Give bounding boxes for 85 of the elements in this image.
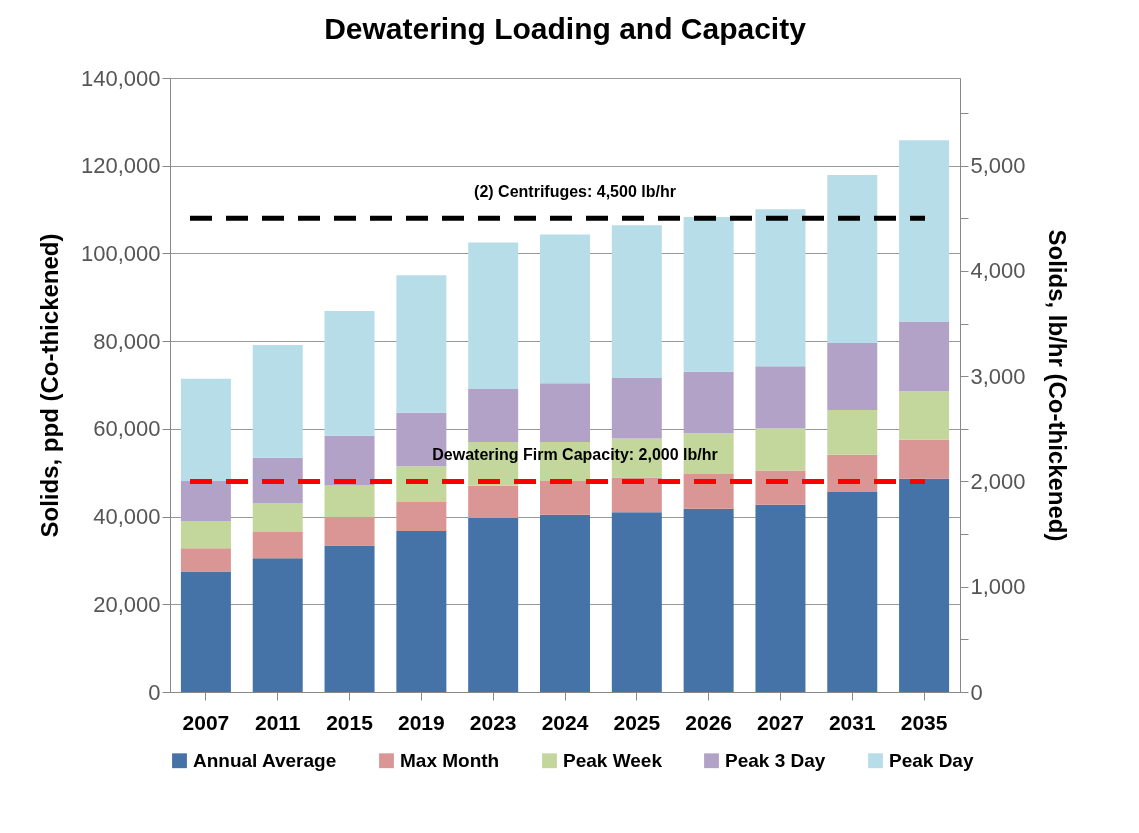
legend-label: Peak Week [563,749,663,771]
bar [899,140,950,322]
bar [180,520,231,549]
bar [468,485,519,518]
x-tick-label: 2026 [685,710,732,734]
bar [755,209,806,367]
y2-tick-label: 0 [970,679,983,705]
bar [899,321,950,392]
bar [540,514,590,692]
x-tick-label: 2015 [326,710,374,734]
bar [324,517,375,546]
bar [827,410,878,455]
bar [827,454,878,493]
bar [252,502,303,532]
x-tick-label: 2031 [828,710,876,734]
y-tick-label: 100,000 [80,240,161,266]
x-tick-label: 2023 [469,710,517,734]
x-tick-label: 2025 [613,710,661,734]
x-tick-label: 2027 [757,710,804,734]
x-tick-label: 2019 [398,710,445,734]
bar [252,345,303,458]
bar [324,435,375,485]
bar [899,439,950,479]
y2-axis-title: Solids, lb/hr (Co-thickened) [1043,229,1071,542]
bar [827,174,878,343]
bar [899,391,950,440]
y-tick-label: 60,000 [93,416,161,442]
y2-tick-label: 4,000 [970,258,1026,284]
bar [540,481,590,515]
bar [396,531,447,692]
bar [324,484,375,518]
y2-tick-label: 3,000 [970,363,1026,389]
bar [611,225,662,378]
bar [252,457,303,503]
bar [755,366,806,429]
bar [252,531,303,559]
bar [827,342,878,410]
bar [611,512,662,692]
ref-line-label: (2) Centrifuges: 4,500 lb/hr [474,183,676,201]
bar [611,377,662,439]
bar [180,571,231,692]
legend-label: Peak 3 Day [725,749,826,771]
legend-label: Annual Average [193,749,337,771]
bar [755,428,806,471]
y2-tick-label: 5,000 [970,153,1026,179]
chart-title: Dewatering Loading and Capacity [324,12,807,45]
y2-tick-label: 1,000 [970,574,1026,600]
bar [755,504,806,692]
x-tick-label: 2011 [254,710,301,734]
bar [252,558,303,692]
bar [683,474,734,509]
bar [755,470,806,505]
bar [396,275,447,413]
y-tick-label: 120,000 [80,153,161,179]
bar [683,508,734,692]
bar [180,378,231,482]
y-axis-title: Solids, ppd (Co-thickened) [35,233,63,538]
bar [540,234,590,384]
bar [683,217,734,372]
bar [683,371,734,434]
y-tick-label: 80,000 [93,328,161,354]
y-tick-label: 140,000 [80,65,161,91]
y-tick-label: 0 [148,679,161,705]
bar [468,242,519,389]
bar [899,478,950,692]
bar [611,477,662,513]
ref-line-label: Dewatering Firm Capacity: 2,000 lb/hr [432,446,718,464]
bar [180,548,231,572]
legend-label: Peak Day [889,749,974,771]
y-tick-label: 20,000 [93,591,161,617]
bar [827,492,878,692]
bar [396,466,447,503]
x-tick-label: 2035 [900,710,948,734]
bar [324,310,375,436]
bar [396,502,447,532]
bar [468,517,519,692]
bar [468,388,519,443]
x-tick-label: 2024 [541,710,589,734]
bar [180,481,231,521]
x-tick-label: 2007 [182,710,230,734]
y2-tick-label: 2,000 [970,468,1026,494]
legend-label: Max Month [400,749,500,771]
bar [324,545,375,692]
y-tick-label: 40,000 [93,504,161,530]
bar [540,383,590,443]
